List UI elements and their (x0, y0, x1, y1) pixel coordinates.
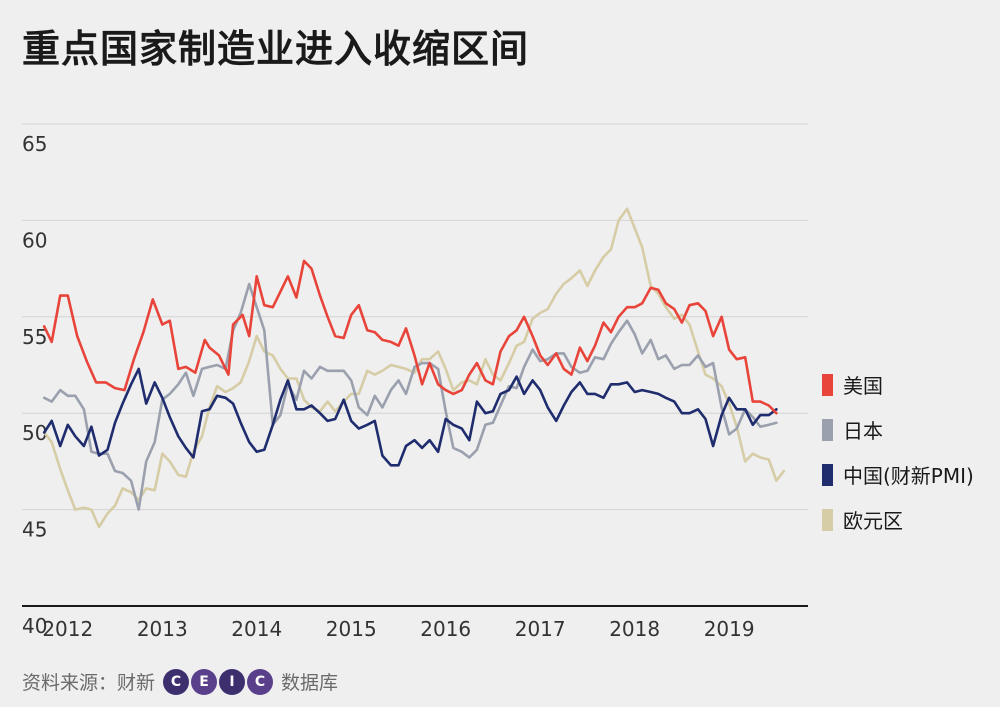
ceic-logo-letter: E (191, 668, 218, 695)
legend-item-us: 美国 (822, 362, 974, 407)
series-lines (42, 207, 786, 529)
legend-item-japan: 日本 (822, 407, 974, 452)
y-tick-label: 45 (22, 518, 47, 542)
ceic-logo-letter: I (219, 668, 246, 695)
x-tick-label: 2015 (326, 617, 377, 641)
ceic-logo-letter: C (247, 668, 274, 695)
ceic-logo-letter: C (163, 668, 190, 695)
legend-swatch-us (822, 373, 833, 396)
chart-title: 重点国家制造业进入收缩区间 (22, 27, 530, 71)
series-line-3 (42, 207, 786, 529)
legend-item-china: 中国(财新PMI) (822, 452, 974, 497)
x-tick-label: 2017 (515, 617, 566, 641)
source-suffix: 数据库 (281, 672, 339, 694)
grid (22, 123, 808, 607)
legend-swatch-japan (822, 418, 833, 441)
y-tick-label: 65 (22, 132, 47, 156)
x-tick-label: 2019 (704, 617, 755, 641)
x-tick-label: 2014 (231, 617, 282, 641)
x-tick-label: 2013 (137, 617, 188, 641)
y-tick-label: 40 (22, 614, 47, 638)
source-note: 资料来源：财新 C E I C 数据库 (22, 668, 338, 695)
legend-label-china: 中国(财新PMI) (843, 464, 974, 488)
y-tick-label: 60 (22, 228, 47, 252)
x-axis: 2012 2013 2014 2015 2016 2017 2018 2019 (42, 617, 754, 641)
x-tick-label: 2016 (420, 617, 471, 641)
y-tick-label: 55 (22, 325, 47, 349)
x-tick-label: 2012 (42, 617, 93, 641)
legend-swatch-china (822, 463, 833, 486)
series-line-0 (42, 259, 778, 415)
source-prefix: 资料来源：财新 (22, 672, 156, 694)
series-line-1 (42, 282, 778, 511)
legend-label-eurozone: 欧元区 (843, 509, 903, 533)
legend-label-japan: 日本 (843, 419, 883, 443)
legend-item-eurozone: 欧元区 (822, 497, 974, 542)
series-line-2 (42, 367, 778, 467)
legend-label-us: 美国 (843, 374, 883, 398)
x-tick-label: 2018 (609, 617, 660, 641)
legend-swatch-eurozone (822, 508, 833, 531)
legend: 美国 日本 中国(财新PMI) 欧元区 (822, 362, 974, 542)
ceic-logo: C E I C (163, 668, 274, 695)
